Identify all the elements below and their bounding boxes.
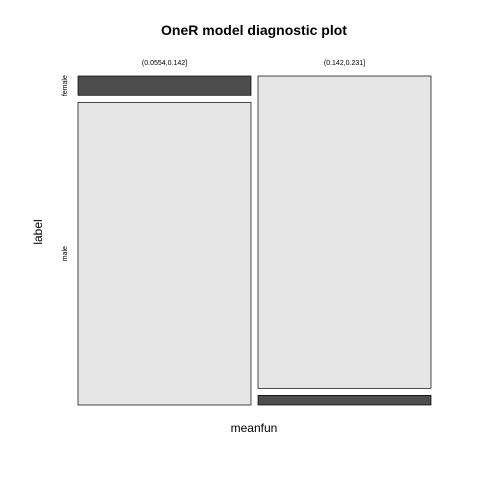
column-tick-1: (0.142,0.231]: [324, 60, 365, 67]
mosaic-tiles: [77, 75, 432, 406]
row-tick-labels: female male: [62, 75, 69, 261]
row-tick-male: male: [62, 246, 69, 261]
x-axis-label: meanfun: [231, 421, 278, 435]
tile-0-female: [77, 75, 252, 96]
row-tick-female: female: [62, 75, 69, 96]
tile-1-male: [257, 394, 432, 406]
chart-title: OneR model diagnostic plot: [161, 22, 347, 38]
tile-1-female: [257, 75, 432, 389]
y-axis-label: label: [31, 219, 45, 244]
column-tick-0: (0.0554,0.142]: [142, 60, 187, 67]
column-tick-labels: (0.0554,0.142] (0.142,0.231]: [142, 60, 365, 67]
tile-0-male: [77, 101, 252, 406]
